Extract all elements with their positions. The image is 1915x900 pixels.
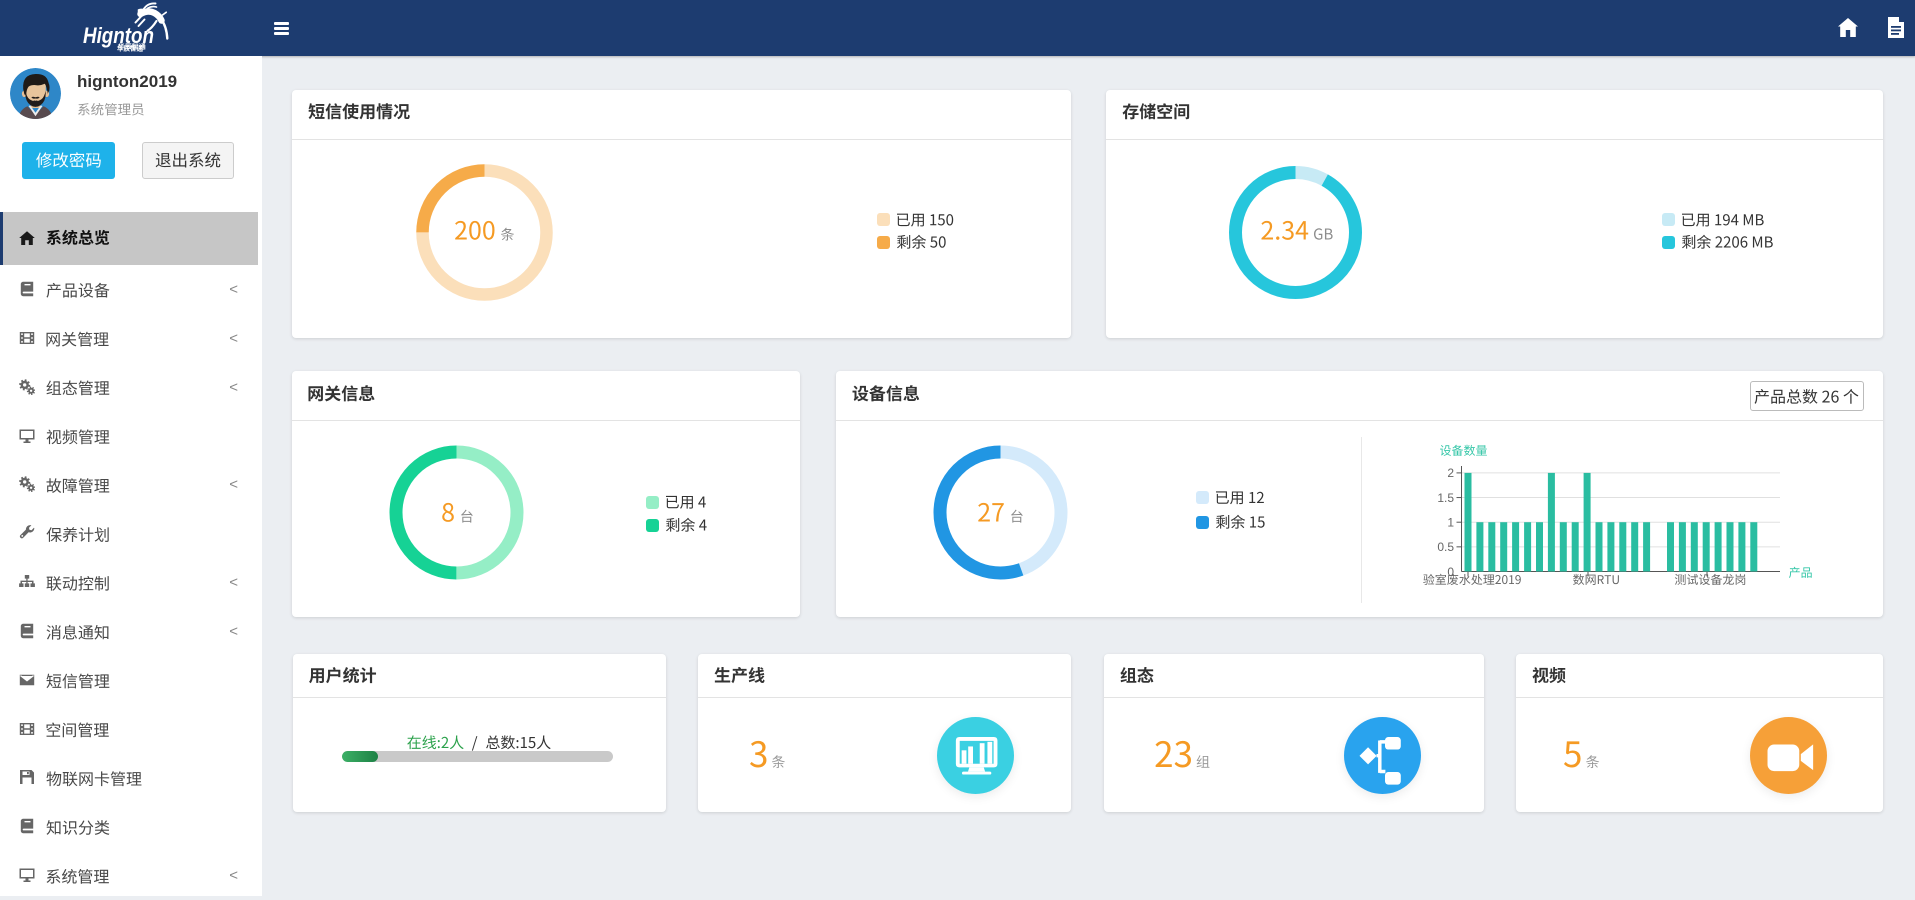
svg-text:华辰智通: 华辰智通 bbox=[117, 44, 144, 53]
svg-text:1.5: 1.5 bbox=[1437, 491, 1454, 505]
svg-text:2: 2 bbox=[1447, 466, 1454, 480]
svg-text:1: 1 bbox=[1447, 516, 1454, 530]
svg-text:0.5: 0.5 bbox=[1437, 540, 1454, 554]
svg-text:0: 0 bbox=[1447, 565, 1454, 579]
